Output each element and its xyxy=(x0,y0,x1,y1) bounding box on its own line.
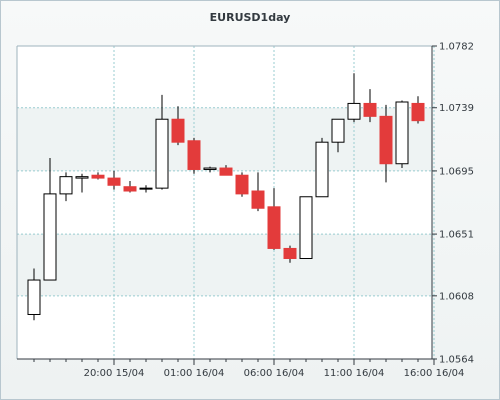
candle-up xyxy=(59,172,73,202)
x-tick-label: 20:00 15/04 xyxy=(84,368,145,379)
candle-body xyxy=(267,206,281,249)
candle-down xyxy=(171,106,185,146)
candle-body xyxy=(299,196,313,259)
candle-down xyxy=(379,104,393,183)
candles xyxy=(27,73,425,321)
candle-body xyxy=(171,118,185,143)
candle-down xyxy=(123,180,137,193)
candle-body xyxy=(251,190,265,209)
grid-band xyxy=(17,107,432,171)
candle-up xyxy=(395,100,409,169)
candle-down xyxy=(411,96,425,124)
candle-body xyxy=(395,101,409,165)
grid-band xyxy=(17,234,432,296)
grid-lines xyxy=(17,45,435,359)
candle-body xyxy=(283,247,297,259)
candle-body xyxy=(59,176,73,195)
candle-body xyxy=(43,193,57,281)
y-tick-label: 1.0608 xyxy=(439,291,474,302)
y-tick-label: 1.0651 xyxy=(439,230,474,241)
y-tick-label: 1.0564 xyxy=(439,355,474,366)
candle-up xyxy=(299,196,313,259)
candle-up xyxy=(43,157,57,281)
candle-body xyxy=(187,140,201,170)
candle-up xyxy=(331,118,345,153)
x-tick-label: 01:00 16/04 xyxy=(164,368,225,379)
candle-up xyxy=(139,185,153,193)
candle-body xyxy=(139,187,153,190)
candle-body xyxy=(91,174,105,179)
candle-body xyxy=(155,118,169,189)
candle-up xyxy=(347,73,361,123)
candle-body xyxy=(107,177,121,186)
candle-body xyxy=(27,279,41,315)
candle-down xyxy=(283,245,297,263)
x-tick-label: 11:00 16/04 xyxy=(324,368,385,379)
y-axis-ticks: 1.0782 1.0739 1.0695 1.0651 1.0608 1.0564 xyxy=(432,42,474,366)
candle-down xyxy=(107,170,121,190)
candle-body xyxy=(379,115,393,165)
candle-up xyxy=(155,94,169,190)
chart-title: EURUSD1day xyxy=(209,11,291,24)
candle-down xyxy=(187,137,201,174)
candle-down xyxy=(363,89,377,123)
candle-down xyxy=(91,172,105,180)
y-tick-label: 1.0739 xyxy=(439,103,474,114)
candle-body xyxy=(123,186,137,192)
y-tick-label: 1.0782 xyxy=(439,42,474,53)
x-axis-ticks: 20:00 15/04 01:00 16/04 06:00 16/04 11:00 1… xyxy=(33,359,465,379)
candle-down xyxy=(251,172,265,212)
candle-body xyxy=(363,102,377,117)
candle-body xyxy=(411,102,425,122)
candle-up xyxy=(315,137,329,198)
candle-body xyxy=(347,102,361,120)
axes xyxy=(16,45,433,360)
candle-body xyxy=(331,118,345,143)
candle-body xyxy=(203,167,217,170)
candle-body xyxy=(219,167,233,176)
candle-up xyxy=(203,166,217,173)
candle-body xyxy=(235,174,249,195)
x-tick-label: 16:00 16/04 xyxy=(404,368,465,379)
candle-up xyxy=(27,268,41,321)
candle-body xyxy=(75,176,89,179)
candle-down xyxy=(235,172,249,197)
plot-area xyxy=(17,46,432,359)
candle-up xyxy=(75,173,89,193)
x-tick-label: 06:00 16/04 xyxy=(244,368,305,379)
candle-body xyxy=(315,141,329,198)
candle-down xyxy=(219,165,233,176)
candle-down xyxy=(267,188,281,250)
y-tick-label: 1.0695 xyxy=(439,166,474,177)
